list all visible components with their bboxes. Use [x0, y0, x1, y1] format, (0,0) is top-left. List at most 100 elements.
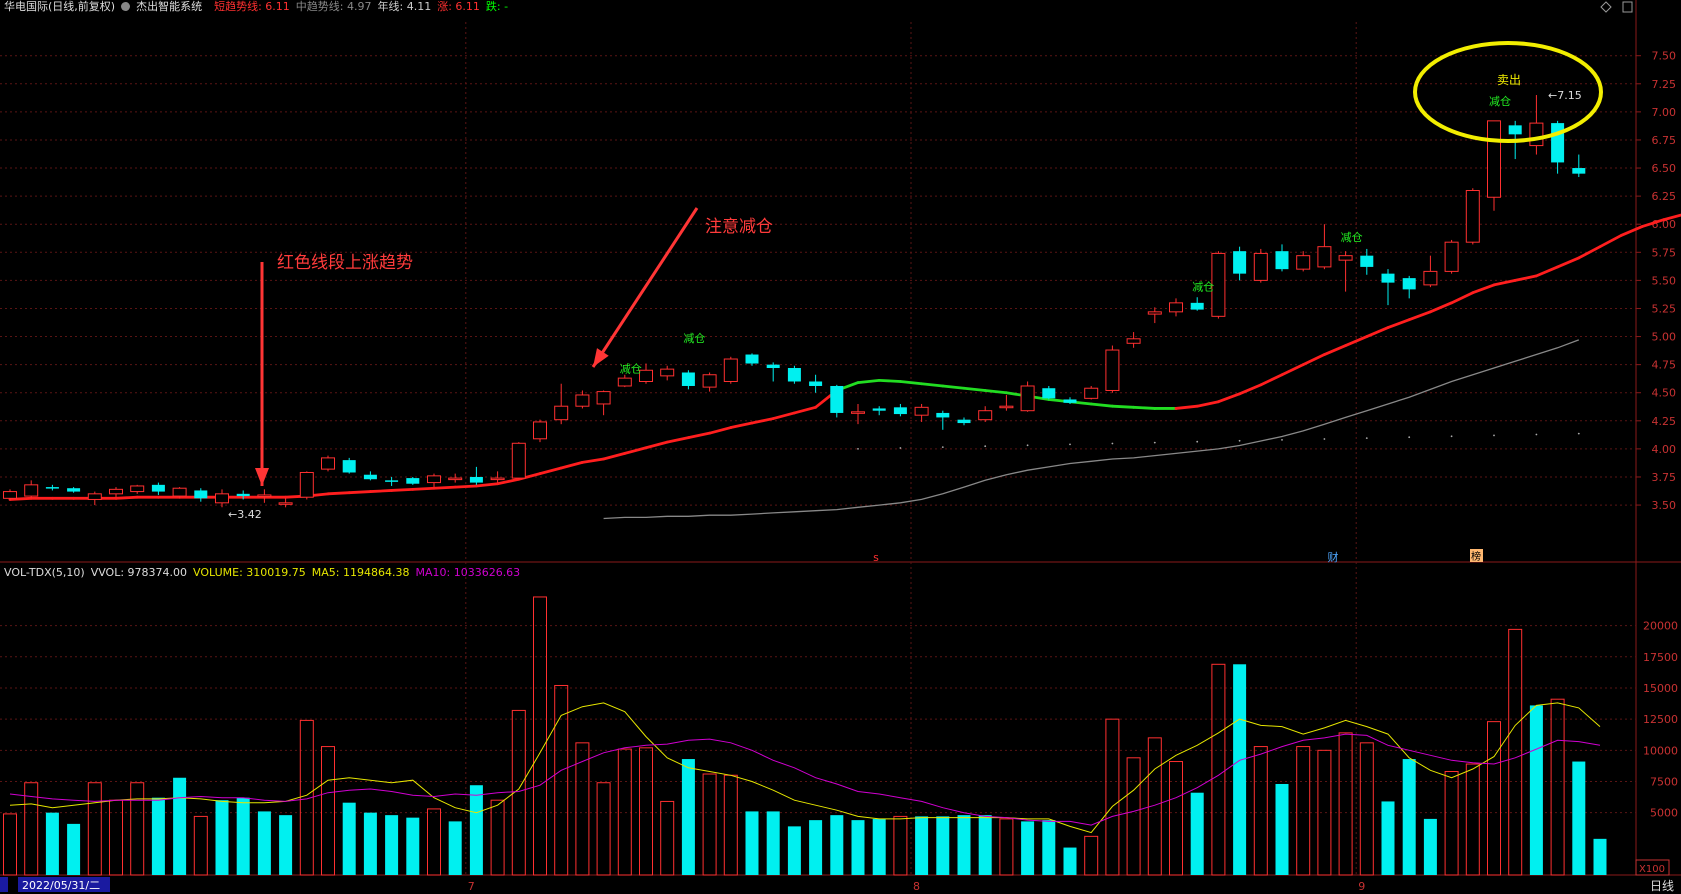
candle[interactable]	[342, 457, 356, 474]
volume-bar[interactable]	[533, 596, 547, 876]
candle[interactable]	[914, 403, 929, 422]
candle[interactable]	[427, 473, 441, 488]
event-list-badge[interactable]	[1470, 549, 1483, 562]
volume-bar[interactable]	[321, 746, 335, 876]
diamond-icon[interactable]	[1600, 1, 1612, 13]
candle[interactable]	[1338, 251, 1353, 292]
volume-bar[interactable]	[1423, 818, 1437, 875]
volume-bar[interactable]	[957, 815, 971, 875]
candle[interactable]	[1253, 248, 1268, 283]
candle[interactable]	[617, 374, 632, 388]
volume-bar[interactable]	[109, 799, 123, 876]
volume-bar[interactable]	[469, 785, 483, 875]
candle[interactable]	[87, 491, 102, 506]
candle[interactable]	[406, 476, 420, 485]
volume-bar[interactable]	[681, 759, 695, 875]
candle[interactable]	[575, 390, 590, 409]
volume-bar[interactable]	[342, 802, 356, 875]
candle[interactable]	[469, 466, 483, 485]
candle[interactable]	[278, 498, 293, 508]
candle[interactable]	[1381, 269, 1395, 306]
volume-bar[interactable]	[915, 816, 929, 875]
candle[interactable]	[1275, 244, 1289, 272]
volume-bar[interactable]	[1147, 737, 1162, 876]
candle[interactable]	[809, 374, 823, 393]
candle[interactable]	[957, 417, 971, 426]
candle[interactable]	[1105, 345, 1120, 393]
volume-bar[interactable]	[236, 797, 250, 875]
candle[interactable]	[639, 363, 653, 384]
indicator-toggle-icon[interactable]	[121, 2, 131, 11]
candle[interactable]	[936, 410, 950, 430]
candlesticks[interactable]	[3, 95, 1586, 508]
volume-bar[interactable]	[427, 808, 441, 876]
candle[interactable]	[1084, 385, 1099, 400]
volume-bar[interactable]	[575, 742, 590, 876]
candle[interactable]	[893, 403, 907, 417]
candle[interactable]	[130, 484, 145, 494]
volume-bar[interactable]	[1042, 820, 1056, 875]
candle[interactable]	[490, 471, 505, 483]
volume-bar[interactable]	[1550, 698, 1565, 876]
volume-bar[interactable]	[67, 823, 81, 875]
volume-bar[interactable]	[1317, 749, 1332, 876]
candle[interactable]	[723, 356, 738, 384]
volume-bar[interactable]	[1021, 821, 1035, 875]
candle[interactable]	[1169, 298, 1183, 317]
candle[interactable]	[236, 490, 250, 500]
volume-bar[interactable]	[554, 684, 569, 876]
volume-bar[interactable]	[1084, 835, 1099, 876]
candle[interactable]	[1402, 275, 1416, 299]
candle[interactable]	[151, 482, 165, 495]
volume-bar[interactable]	[511, 709, 526, 876]
candle[interactable]	[448, 473, 463, 483]
volume-bar[interactable]	[1126, 757, 1141, 876]
volume-bar[interactable]	[1465, 763, 1480, 876]
volume-bar[interactable]	[24, 782, 39, 876]
candle[interactable]	[109, 487, 123, 498]
volume-bar[interactable]	[1296, 746, 1311, 876]
volume-bar[interactable]	[851, 820, 865, 875]
volume-bar[interactable]	[1529, 705, 1543, 875]
candle[interactable]	[172, 487, 187, 499]
candle[interactable]	[3, 489, 17, 501]
volume-bar[interactable]	[936, 816, 950, 875]
candle[interactable]	[299, 471, 314, 500]
volume-bar[interactable]	[215, 800, 229, 875]
candle[interactable]	[67, 487, 81, 493]
volume-bar[interactable]	[385, 815, 399, 875]
candle[interactable]	[1042, 385, 1056, 400]
candle[interactable]	[215, 489, 229, 508]
candle[interactable]	[1211, 251, 1226, 319]
stock-title[interactable]: 华电国际(日线,前复权)	[4, 0, 116, 13]
volume-bar[interactable]	[893, 815, 908, 876]
candle[interactable]	[363, 471, 377, 481]
volume-bar[interactable]	[1338, 732, 1353, 876]
candle[interactable]	[1296, 251, 1311, 272]
volume-bar[interactable]	[130, 782, 145, 876]
candle[interactable]	[830, 384, 844, 418]
candle[interactable]	[511, 442, 526, 480]
volume-bar[interactable]	[723, 774, 738, 876]
volume-bar[interactable]	[87, 782, 102, 876]
volume-bar[interactable]	[193, 815, 208, 876]
candle[interactable]	[1529, 95, 1544, 155]
volume-bar[interactable]	[639, 747, 653, 876]
candle[interactable]	[194, 488, 208, 502]
candle[interactable]	[1487, 120, 1501, 211]
candle[interactable]	[45, 484, 59, 491]
candle[interactable]	[787, 365, 801, 384]
volume-bar[interactable]	[596, 782, 611, 876]
indicator-name[interactable]: 杰出智能系统	[121, 0, 208, 13]
volume-bars[interactable]	[3, 596, 1607, 876]
volume-bar[interactable]	[3, 813, 17, 876]
candle[interactable]	[1233, 246, 1247, 281]
volume-bar[interactable]	[617, 748, 632, 876]
candle[interactable]	[1020, 381, 1035, 412]
candle[interactable]	[660, 365, 675, 381]
candle[interactable]	[596, 390, 611, 416]
volume-bar[interactable]	[745, 811, 759, 875]
volume-bar[interactable]	[173, 777, 187, 875]
volume-bar[interactable]	[1359, 742, 1374, 876]
candle[interactable]	[1423, 255, 1438, 288]
